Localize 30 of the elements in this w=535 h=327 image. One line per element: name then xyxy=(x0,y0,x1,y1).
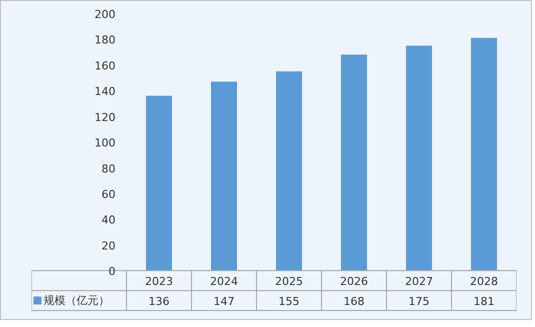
y-tick-label: 140 xyxy=(94,85,116,98)
data-label: 175 xyxy=(408,295,430,308)
bar xyxy=(406,46,432,271)
y-tick-label: 180 xyxy=(94,34,116,47)
y-tick-label: 100 xyxy=(94,136,116,150)
x-tick-label: 2027 xyxy=(405,275,434,288)
bar xyxy=(276,71,302,271)
bar xyxy=(211,82,237,271)
x-tick-label: 2025 xyxy=(275,275,304,288)
data-label: 155 xyxy=(278,295,300,308)
x-tick-label: 2026 xyxy=(340,275,368,288)
x-tick-label: 2024 xyxy=(210,275,238,288)
y-tick-label: 20 xyxy=(102,239,116,252)
data-label: 168 xyxy=(344,295,364,308)
y-tick-label: 160 xyxy=(94,59,116,72)
bar xyxy=(146,96,172,271)
y-tick-label: 80 xyxy=(102,162,116,176)
data-label: 136 xyxy=(148,295,170,308)
bar xyxy=(471,38,497,271)
data-label: 147 xyxy=(214,295,234,308)
y-tick-label: 120 xyxy=(94,110,116,124)
y-tick-label: 40 xyxy=(102,214,116,227)
y-tick-label: 0 xyxy=(108,265,116,278)
x-tick-label: 2028 xyxy=(470,275,498,288)
y-tick-label: 200 xyxy=(94,8,116,21)
y-tick-label: 60 xyxy=(102,188,116,201)
data-label: 181 xyxy=(474,295,494,308)
bar xyxy=(341,54,367,271)
x-tick-label: 2023 xyxy=(145,275,174,288)
legend-label: 规模（亿元） xyxy=(44,294,110,308)
